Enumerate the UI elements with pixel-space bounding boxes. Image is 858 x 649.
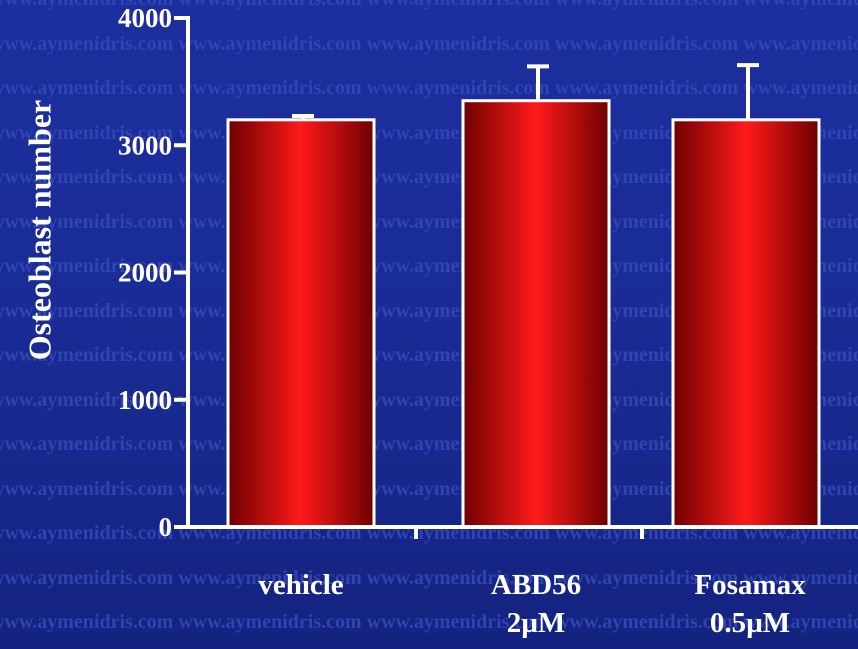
y-tick-label: 4000 <box>118 3 172 33</box>
bar <box>226 118 376 529</box>
bar <box>461 99 611 529</box>
y-tick-label: 1000 <box>118 385 172 415</box>
x-tick-label: ABD56 2µM <box>490 569 582 639</box>
y-axis-label: Osteoblast number <box>21 99 58 361</box>
bar <box>671 118 821 529</box>
axes: 0 1000 2000 3000 4000 <box>118 3 858 542</box>
x-tick-label: vehicle <box>258 569 344 601</box>
y-tick-label: 0 <box>159 512 173 542</box>
bars <box>226 63 821 529</box>
x-tick-label: Fosamax 0.5µM <box>694 569 806 639</box>
y-tick-label: 3000 <box>118 130 172 160</box>
y-tick-label: 2000 <box>118 258 172 288</box>
